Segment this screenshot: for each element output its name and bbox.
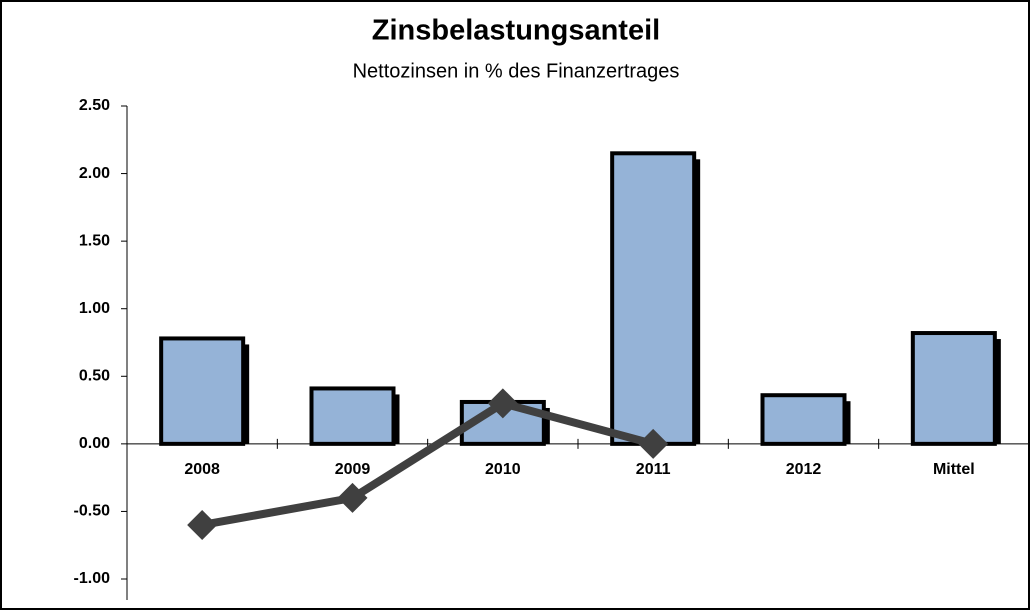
bar — [760, 393, 847, 446]
y-tick-label: 2.50 — [79, 97, 110, 114]
line-marker — [337, 482, 368, 513]
line-marker — [487, 388, 518, 419]
bar — [610, 151, 697, 446]
y-tick-label: 2.00 — [79, 165, 110, 182]
y-tick-label: 0.00 — [79, 435, 110, 452]
y-tick-label: -1.00 — [74, 570, 111, 587]
x-tick-label: 2008 — [184, 461, 220, 478]
y-tick-label: 1.50 — [79, 232, 110, 249]
x-tick-label: 2010 — [485, 461, 521, 478]
bar — [159, 336, 246, 446]
line — [201, 399, 655, 529]
line-marker — [187, 509, 218, 540]
chart-subtitle: Nettozinsen in % des Finanzertrages — [353, 60, 680, 82]
y-tick-label: 1.00 — [79, 300, 110, 317]
x-tick-label: Mittel — [933, 461, 975, 478]
y-tick-label: -0.50 — [74, 503, 111, 520]
x-tick-label: 2012 — [786, 461, 822, 478]
y-tick-label: 0.50 — [79, 368, 110, 385]
chart-title: Zinsbelastungsanteil — [372, 15, 660, 47]
bar — [309, 386, 396, 446]
line-marker — [638, 428, 669, 459]
x-tick-label: 2011 — [636, 461, 671, 478]
x-tick-label: 2009 — [335, 461, 371, 478]
bar — [910, 331, 997, 446]
